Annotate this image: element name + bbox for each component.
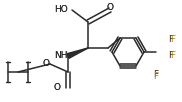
Text: F: F: [153, 72, 159, 81]
Text: HO: HO: [54, 6, 68, 14]
Text: HO: HO: [54, 6, 68, 14]
Text: O: O: [106, 3, 114, 13]
Text: O: O: [43, 59, 50, 69]
Text: F: F: [153, 70, 159, 79]
Text: F: F: [168, 35, 173, 44]
Text: O: O: [54, 84, 60, 93]
Text: O: O: [106, 3, 114, 13]
Text: NH: NH: [54, 52, 68, 60]
Polygon shape: [67, 48, 88, 58]
Text: F: F: [168, 52, 173, 60]
Text: O: O: [43, 59, 50, 69]
Text: F: F: [170, 35, 175, 44]
Text: F: F: [170, 52, 175, 60]
Text: NH: NH: [54, 52, 68, 60]
Text: O: O: [54, 84, 60, 93]
